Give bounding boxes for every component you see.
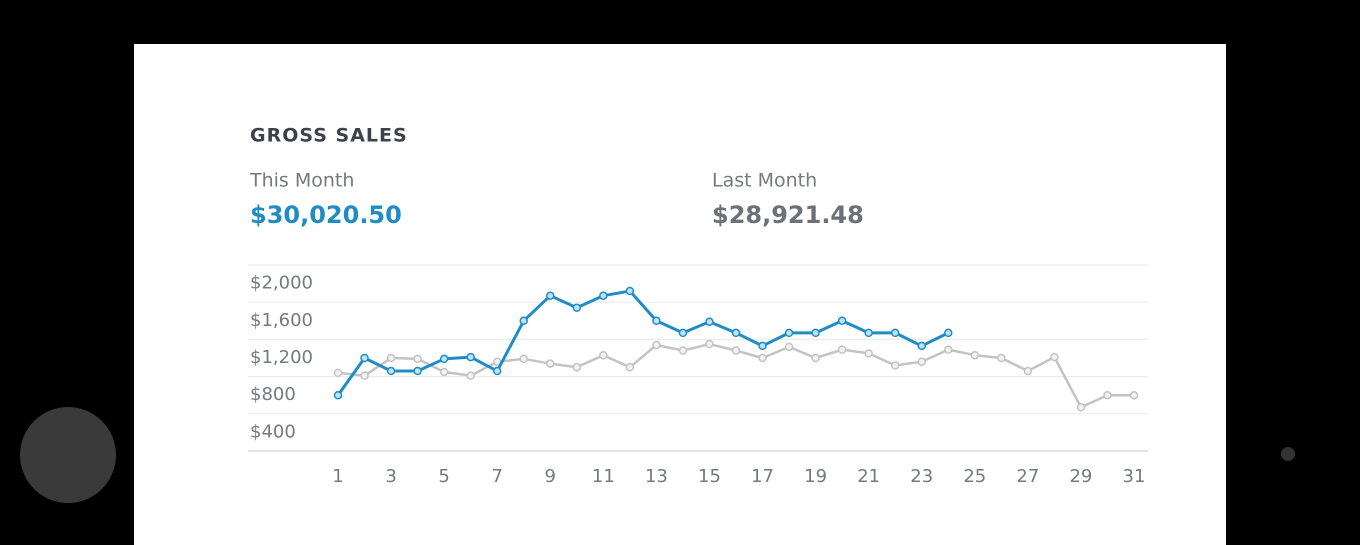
x-tick-label: 11 <box>592 466 615 487</box>
this-month-total: $30,020.50 <box>250 201 402 229</box>
data-point <box>439 367 449 377</box>
data-point <box>519 354 528 364</box>
data-point <box>758 353 767 363</box>
data-point <box>731 346 741 355</box>
x-tick-label: 23 <box>910 466 933 487</box>
data-point <box>652 340 661 350</box>
data-point <box>466 371 475 380</box>
data-point <box>572 303 582 313</box>
home-button[interactable] <box>20 407 116 503</box>
data-point <box>731 328 741 338</box>
data-point <box>519 316 528 326</box>
data-point <box>917 341 926 351</box>
data-point <box>837 316 847 326</box>
x-tick-label: 13 <box>645 466 668 487</box>
y-tick-label: $1,200 <box>250 347 313 368</box>
data-point <box>784 342 794 352</box>
data-point <box>811 328 820 338</box>
screen <box>134 44 1226 545</box>
data-point <box>917 357 926 366</box>
y-tick-label: $800 <box>250 384 296 405</box>
data-point <box>413 354 422 364</box>
x-tick-label: 7 <box>491 466 502 487</box>
x-tick-label: 15 <box>698 466 721 487</box>
data-point <box>625 286 635 296</box>
data-point <box>492 366 502 376</box>
data-point <box>1129 390 1139 400</box>
last-month-total: $28,921.48 <box>712 201 864 229</box>
camera <box>1281 447 1295 461</box>
data-point <box>811 353 820 363</box>
data-point <box>970 350 980 360</box>
data-point <box>705 339 714 349</box>
title: GROSS SALES <box>250 125 408 147</box>
data-point <box>678 346 688 355</box>
series-line <box>336 289 949 397</box>
data-point <box>360 353 369 363</box>
y-tick-label: $400 <box>250 421 296 442</box>
data-point <box>890 361 900 370</box>
x-tick-label: 3 <box>385 466 396 487</box>
x-tick-label: 17 <box>751 466 774 487</box>
data-point <box>864 349 873 358</box>
data-point <box>944 328 953 338</box>
data-point <box>386 366 396 376</box>
x-tick-label: 5 <box>438 466 449 487</box>
data-point <box>864 328 873 338</box>
data-point <box>890 328 900 338</box>
data-point <box>333 368 343 378</box>
data-point <box>439 354 449 364</box>
x-tick-label: 25 <box>963 466 986 487</box>
data-point <box>546 291 555 300</box>
data-point <box>784 328 794 338</box>
data-point <box>413 366 422 376</box>
data-point <box>758 341 767 351</box>
y-tick-label: $1,600 <box>250 310 313 331</box>
data-point <box>944 345 953 354</box>
data-point <box>599 350 608 360</box>
data-point <box>466 352 475 362</box>
x-tick-label: 31 <box>1123 466 1146 487</box>
data-point <box>1050 352 1059 362</box>
data-point <box>652 316 661 326</box>
x-tick-label: 21 <box>857 466 880 487</box>
last-month-label: Last Month <box>712 170 817 192</box>
data-point <box>599 291 608 300</box>
data-point <box>1103 390 1112 400</box>
data-point <box>705 317 714 326</box>
y-tick-label: $2,000 <box>250 273 313 294</box>
data-point <box>386 353 396 363</box>
x-tick-label: 9 <box>545 466 556 487</box>
x-tick-label: 27 <box>1016 466 1039 487</box>
data-point <box>572 363 582 372</box>
data-point <box>333 390 343 400</box>
data-point <box>678 328 688 338</box>
data-point <box>360 371 369 380</box>
x-tick-label: 19 <box>804 466 827 487</box>
data-point <box>1023 366 1033 376</box>
this-month-label: This Month <box>249 170 354 192</box>
data-point <box>837 345 847 354</box>
data-point <box>997 353 1006 363</box>
x-tick-label: 29 <box>1069 466 1092 487</box>
x-tick-label: 1 <box>332 466 343 487</box>
data-point <box>546 359 555 368</box>
data-point <box>625 363 635 372</box>
data-point <box>1076 403 1086 412</box>
